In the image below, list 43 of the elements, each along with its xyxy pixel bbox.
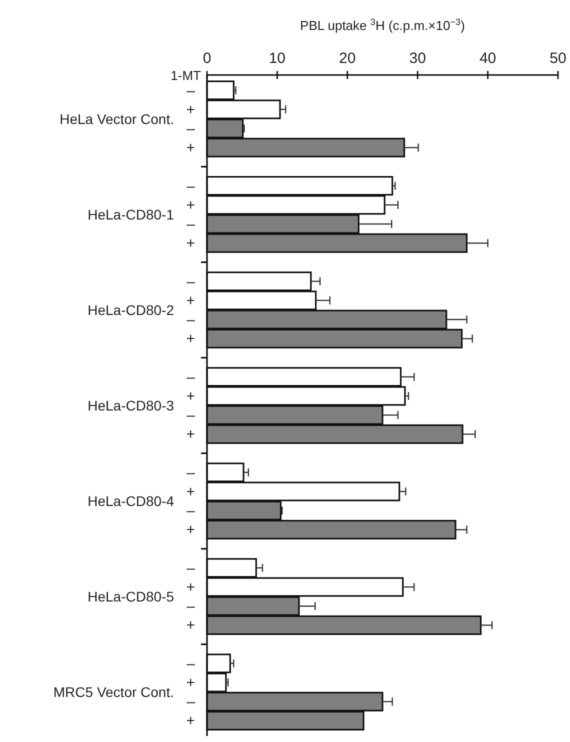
- y-tick-label: –: [186, 502, 196, 520]
- x-tick-label: 20: [339, 50, 356, 67]
- x-tick-label: 10: [268, 50, 286, 67]
- y-tick-label: –: [186, 655, 196, 672]
- y-tick-label: –: [186, 598, 196, 616]
- y-tick-label: –: [186, 216, 196, 234]
- text: MRC5 Vector Cont.: [53, 684, 174, 700]
- y-tick-label: +: [186, 617, 196, 634]
- y-tick-label: –: [186, 120, 196, 138]
- x-tick-label: 0: [202, 50, 212, 67]
- y-tick-label: +: [186, 483, 196, 500]
- text: HeLa Vector Cont.: [60, 110, 174, 127]
- text: HeLa-CD80-1: [88, 206, 174, 222]
- y-tick-label: –: [186, 273, 196, 290]
- x-axis-title: PBL uptake $^{3}$H (c.p.m.×10$^{−3}$): [300, 17, 465, 33]
- y-tick-label: –: [186, 82, 196, 100]
- y-tick-label: +: [186, 196, 196, 214]
- y-tick-label: –: [186, 368, 196, 386]
- y-tick-label: –: [186, 407, 196, 424]
- y-tick-label: +: [186, 426, 196, 444]
- text: HeLa-CD80-3: [88, 398, 174, 414]
- y-tick-label: +: [186, 578, 196, 596]
- text: HeLa-CD80-5: [88, 588, 174, 605]
- y-tick-label: +: [186, 522, 196, 539]
- y-tick-label: –: [186, 560, 196, 577]
- y-tick-label: +: [186, 292, 196, 310]
- y-tick-label: –: [186, 694, 196, 711]
- x-tick-label: 30: [409, 50, 426, 67]
- y-tick-label: +: [186, 330, 196, 348]
- y-tick-label: +: [186, 388, 196, 405]
- y-tick-label: +: [186, 235, 196, 252]
- y-tick-label: +: [186, 712, 196, 730]
- y-tick-label: –: [186, 464, 196, 482]
- y-axis-title: 1-MT: [170, 68, 202, 83]
- x-tick-label: 40: [479, 50, 496, 67]
- y-tick-label: +: [186, 101, 196, 118]
- y-tick-label: +: [186, 140, 196, 157]
- text: HeLa-CD80-2: [88, 302, 174, 318]
- y-tick-label: –: [186, 312, 196, 329]
- y-tick-label: –: [186, 178, 196, 195]
- y-tick-label: +: [186, 674, 196, 692]
- text: HeLa-CD80-4: [88, 493, 174, 510]
- x-tick-label: 50: [550, 50, 566, 67]
